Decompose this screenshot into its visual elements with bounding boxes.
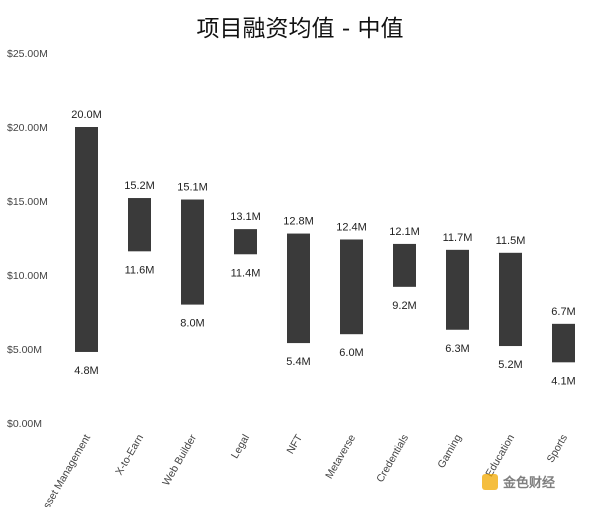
data-label-high: 12.4M <box>336 221 367 233</box>
exchange-logo-icon <box>482 474 498 490</box>
data-label-high: 11.7M <box>443 232 473 244</box>
watermark: 金色财经 <box>482 474 555 491</box>
x-axis: Asset Management X-to-Earn Web Builder Lega… <box>37 432 570 507</box>
x-tick-label: NFT <box>284 432 305 456</box>
data-label-low: 5.2M <box>498 359 522 371</box>
data-label-low: 4.1M <box>551 375 575 387</box>
x-tick-label: Gaming <box>435 432 464 470</box>
data-label-low: 5.4M <box>286 356 310 368</box>
x-tick-label: Education <box>483 432 517 479</box>
x-tick-label: Sports <box>545 433 571 465</box>
y-axis: $0.00M $5.00M $10.00M $15.00M $20.00M $25.00M <box>7 48 48 430</box>
data-label-low: 6.0M <box>339 347 363 359</box>
range-bar <box>393 243 416 287</box>
data-label-high: 15.1M <box>177 182 208 194</box>
data-label-high: 20.0M <box>71 109 102 121</box>
data-label-high: 13.1M <box>230 211 261 223</box>
data-label-high: 12.8M <box>283 216 314 228</box>
data-label-low: 4.8M <box>74 365 98 377</box>
range-bar <box>128 198 151 252</box>
range-bar <box>499 252 522 347</box>
y-tick-label: $10.00M <box>7 270 48 282</box>
data-labels: 20.0M 4.8M 15.2M 11.6M 15.1M 8.0M 13.1M 11.4M 12… <box>71 109 576 387</box>
x-tick-label: Web Builder <box>160 432 199 488</box>
data-label-high: 12.1M <box>389 226 420 238</box>
y-tick-label: $25.00M <box>7 48 48 60</box>
range-bar <box>552 323 575 363</box>
range-bar <box>75 127 98 352</box>
y-tick-label: $15.00M <box>7 196 48 208</box>
data-label-low: 8.0M <box>180 318 204 330</box>
y-tick-label: $5.00M <box>7 344 42 356</box>
data-label-high: 11.5M <box>496 235 526 247</box>
range-bar <box>287 233 310 344</box>
x-tick-label: Asset Management <box>37 432 93 507</box>
data-label-high: 6.7M <box>551 306 575 318</box>
x-tick-label: Metaverse <box>323 432 358 481</box>
chart-title: 项目融资均值 - 中值 <box>197 16 404 42</box>
y-tick-label: $0.00M <box>7 418 42 430</box>
range-bar <box>181 199 204 305</box>
x-tick-label: Credentials <box>374 433 411 485</box>
data-label-low: 6.3M <box>445 343 469 355</box>
data-label-low: 11.6M <box>125 264 155 276</box>
range-bar <box>234 229 257 255</box>
y-tick-label: $20.00M <box>7 122 48 134</box>
x-tick-label: Legal <box>229 433 252 461</box>
watermark-text: 金色财经 <box>502 475 555 491</box>
range-bar <box>446 249 469 330</box>
range-bar <box>340 239 363 335</box>
x-tick-label: X-to-Earn <box>113 432 146 477</box>
data-label-high: 15.2M <box>124 180 155 192</box>
bars <box>75 127 575 363</box>
data-label-low: 11.4M <box>231 267 261 279</box>
data-label-low: 9.2M <box>392 300 416 312</box>
